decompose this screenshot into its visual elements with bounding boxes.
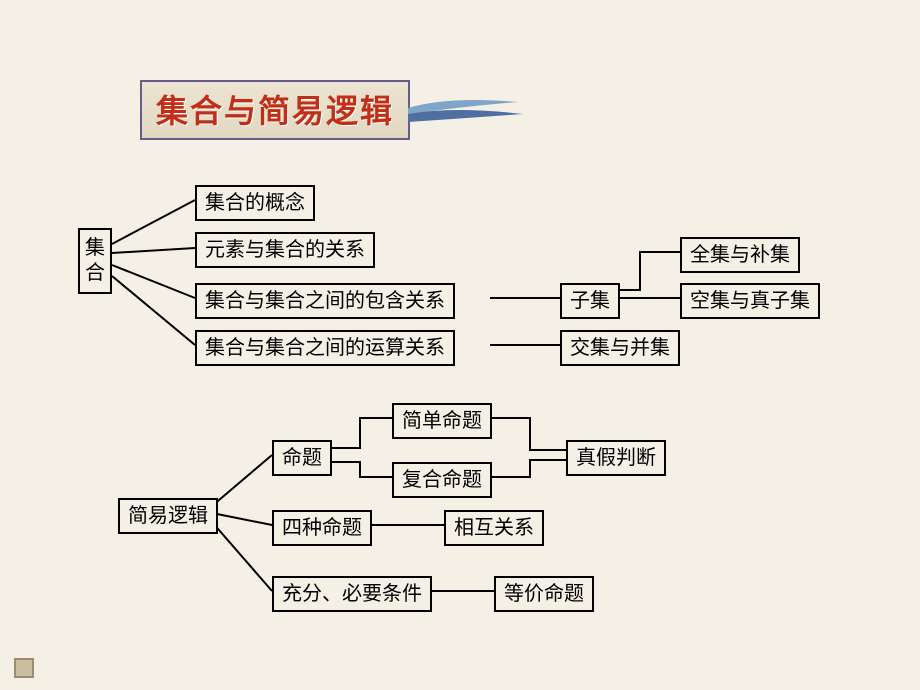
node-zhenjiapan: 真假判断: [566, 440, 666, 476]
node-jihe: 集合: [78, 228, 112, 294]
edge-line: [486, 460, 566, 477]
page-title-box: 集合与简易逻辑: [140, 80, 410, 140]
page-title-block: 集合与简易逻辑: [140, 80, 528, 140]
edge-line: [212, 513, 272, 525]
node-yunsuan: 集合与集合之间的运算关系: [195, 330, 455, 366]
node-ziji: 子集: [560, 283, 620, 319]
edge-line: [328, 462, 392, 477]
title-swoosh-icon: [408, 94, 528, 126]
node-sizhong: 四种命题: [272, 510, 372, 546]
node-jiaobing: 交集与并集: [560, 330, 680, 366]
node-jianyiluoji: 简易逻辑: [118, 498, 218, 534]
node-baohan: 集合与集合之间的包含关系: [195, 283, 455, 319]
edge-line: [212, 522, 272, 591]
node-yuansu: 元素与集合的关系: [195, 232, 375, 268]
node-dengjia: 等价命题: [494, 576, 594, 612]
node-gainian: 集合的概念: [195, 185, 315, 221]
edge-line: [328, 418, 392, 448]
node-jiandan: 简单命题: [392, 403, 492, 439]
node-kongji: 空集与真子集: [680, 283, 820, 319]
edge-line: [112, 276, 195, 345]
edge-line: [212, 455, 272, 506]
edge-line: [112, 200, 195, 244]
corner-decoration-icon: [14, 658, 34, 678]
node-quanji: 全集与补集: [680, 237, 800, 273]
node-chongfen: 充分、必要条件: [272, 576, 432, 612]
edge-line: [486, 418, 566, 450]
node-mingti: 命题: [272, 440, 332, 476]
edge-line: [112, 265, 195, 298]
edge-line: [616, 252, 680, 290]
node-fuhe: 复合命题: [392, 462, 492, 498]
node-xianghu: 相互关系: [444, 510, 544, 546]
edge-line: [112, 248, 195, 253]
page-title: 集合与简易逻辑: [156, 93, 394, 129]
